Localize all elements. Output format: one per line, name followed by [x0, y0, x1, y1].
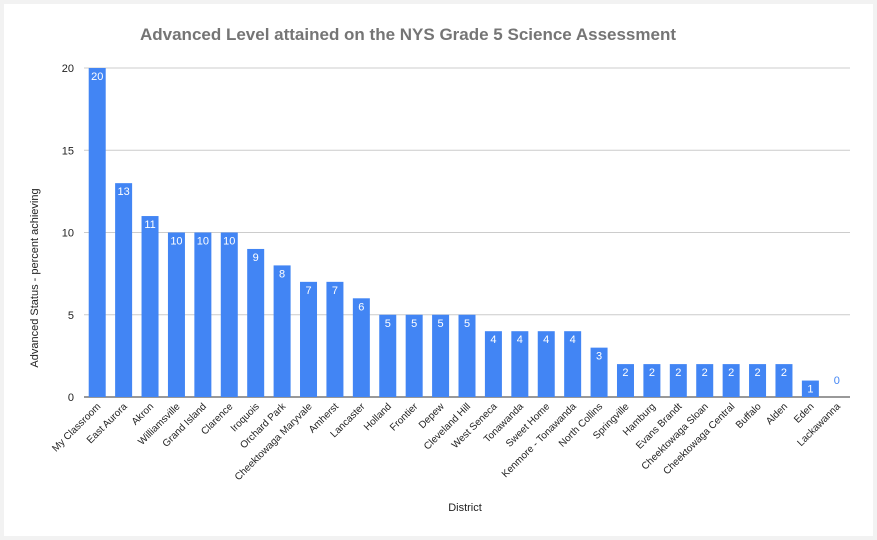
bar-data-label: 4: [517, 334, 523, 346]
y-tick-label: 15: [62, 145, 74, 157]
bar-data-label: 7: [332, 285, 338, 297]
bar: [220, 232, 238, 397]
bar: [352, 298, 370, 397]
x-tick-label: Alden: [764, 401, 790, 427]
bar: [300, 281, 318, 397]
y-axis-title: Advanced Status - percent achieving: [29, 188, 41, 367]
bar-data-label: 0: [834, 375, 840, 387]
bar: [458, 314, 476, 397]
bar: [696, 364, 714, 397]
bar: [88, 68, 106, 397]
bar-data-label: 2: [702, 367, 708, 379]
y-tick-label: 20: [62, 63, 74, 75]
x-tick-label: Eden: [792, 401, 816, 425]
bar-data-label: 3: [596, 351, 602, 363]
bar-data-label: 11: [144, 219, 155, 231]
bar: [801, 380, 819, 397]
bar: [590, 347, 608, 397]
bar-data-label: 9: [253, 252, 259, 264]
bar: [273, 265, 291, 397]
bar-data-label: 4: [490, 334, 496, 346]
bar: [405, 314, 423, 397]
bar: [247, 248, 265, 397]
bar-data-label: 6: [358, 301, 364, 313]
bar-data-label: 4: [570, 334, 576, 346]
bar-data-label: 10: [223, 236, 235, 248]
bars: [88, 68, 819, 397]
bar: [326, 281, 344, 397]
bar: [484, 331, 502, 397]
bar-data-label: 7: [305, 285, 311, 297]
x-tick-label: Frontier: [388, 401, 421, 434]
bar-data-label: 2: [781, 367, 787, 379]
bar: [722, 364, 740, 397]
y-tick-label: 5: [68, 310, 74, 322]
bar: [432, 314, 450, 397]
gridlines: [84, 67, 850, 398]
bar: [167, 232, 185, 397]
x-tick-label: Holland: [362, 401, 394, 433]
bar: [564, 331, 582, 397]
bar-data-label: 2: [675, 367, 681, 379]
bar-data-label: 8: [279, 268, 285, 280]
x-axis-title: District: [448, 502, 482, 514]
bar-data-label: 5: [411, 318, 417, 330]
bar-data-label: 4: [543, 334, 549, 346]
bar-data-label: 1: [807, 384, 813, 396]
bar-chart: Advanced Level attained on the NYS Grade…: [29, 25, 850, 514]
bar: [194, 232, 212, 397]
y-tick-label: 0: [68, 392, 74, 404]
bar-data-label: 2: [754, 367, 760, 379]
bar: [749, 364, 767, 397]
y-axis-ticks: 0 5 10 15 20: [62, 63, 74, 404]
bar-data-label: 2: [649, 367, 655, 379]
bar-data-label: 2: [728, 367, 734, 379]
bar: [775, 364, 793, 397]
bar-data-label: 13: [117, 186, 129, 198]
bar: [616, 364, 634, 397]
bar: [537, 331, 555, 397]
bar-data-label: 5: [385, 318, 391, 330]
bar-data-label: 20: [91, 71, 103, 83]
y-tick-label: 10: [62, 228, 74, 240]
bar-data-label: 10: [197, 236, 209, 248]
bar: [115, 183, 133, 397]
bar-data-label: 5: [438, 318, 444, 330]
bar: [669, 364, 687, 397]
bar-data-label: 10: [170, 236, 182, 248]
bar-data-label: 2: [622, 367, 628, 379]
chart-frame: Advanced Level attained on the NYS Grade…: [4, 4, 873, 536]
x-tick-label: Buffalo: [734, 401, 764, 431]
bar-data-label: 5: [464, 318, 470, 330]
bar: [141, 216, 159, 397]
bar: [511, 331, 529, 397]
chart-title: Advanced Level attained on the NYS Grade…: [140, 25, 676, 44]
bar: [379, 314, 397, 397]
bar: [643, 364, 661, 397]
